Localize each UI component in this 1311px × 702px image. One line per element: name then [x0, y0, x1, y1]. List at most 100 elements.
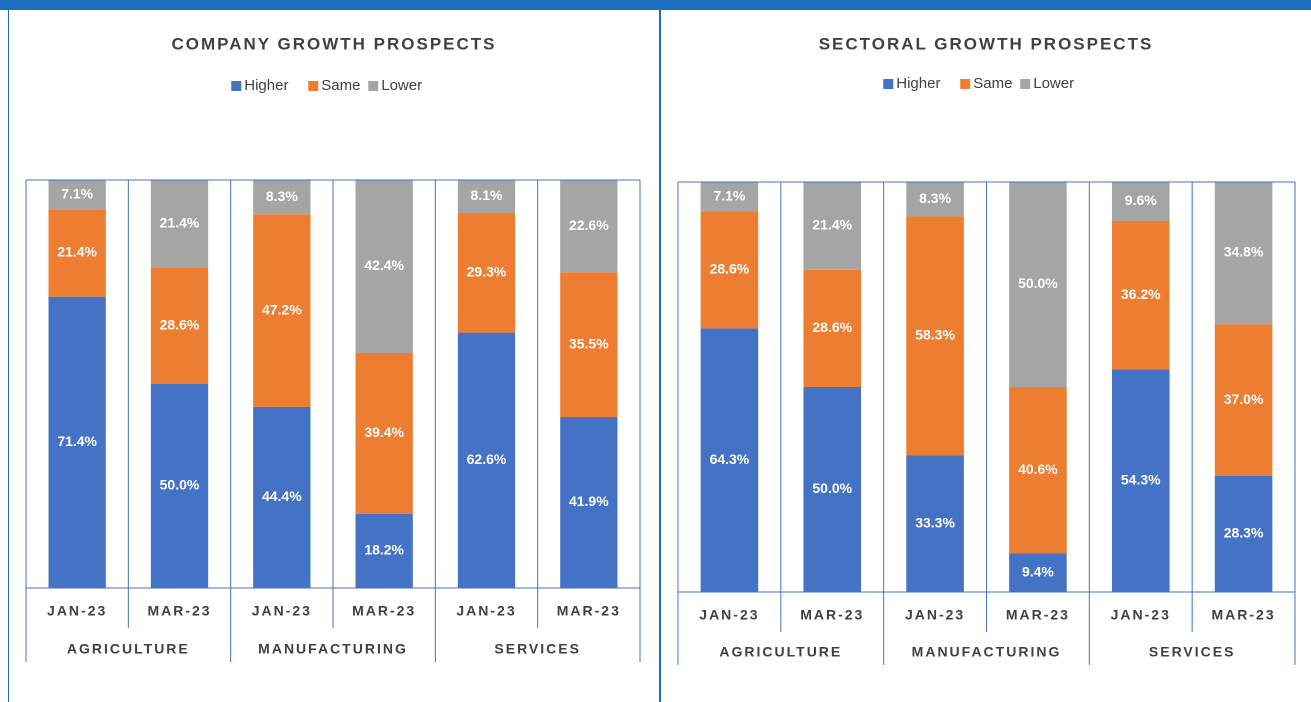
legend-label: Lower	[381, 77, 422, 94]
legend-swatch	[883, 79, 894, 89]
x-tick-label: JAN-23	[1111, 607, 1171, 623]
bar-segment	[457, 332, 516, 588]
x-tick-label: MAR-23	[1006, 607, 1070, 623]
legend-label: Higher	[244, 77, 288, 94]
value-label: 7.1%	[61, 186, 93, 202]
bar-segment	[1214, 475, 1273, 592]
value-label: 21.4%	[812, 217, 852, 233]
x-tick-label: MAR-23	[1212, 607, 1276, 623]
value-label: 28.6%	[710, 260, 750, 276]
value-label: 7.1%	[713, 187, 745, 203]
x-tick-label: MAR-23	[557, 603, 621, 619]
bar-segment	[253, 406, 311, 588]
value-label: 37.0%	[1224, 391, 1264, 407]
bar-segment	[48, 180, 106, 210]
x-tick-label: MAR-23	[352, 603, 416, 619]
value-label: 62.6%	[467, 451, 507, 467]
bar-segment	[700, 182, 759, 212]
value-label: 44.4%	[262, 488, 302, 504]
bar-segment	[1111, 181, 1170, 221]
value-label: 39.4%	[364, 424, 404, 440]
bar-segment	[1009, 182, 1067, 387]
bar-segment	[560, 180, 618, 273]
chart-title: COMPANY GROWTH PROSPECTS	[171, 34, 496, 53]
value-label: 36.2%	[1121, 286, 1161, 302]
value-label: 71.4%	[57, 433, 97, 449]
value-label: 33.3%	[915, 514, 955, 530]
group-label: SERVICES	[494, 641, 581, 657]
value-label: 21.4%	[57, 244, 97, 260]
bar-segment	[253, 214, 311, 407]
bar-segment	[150, 180, 209, 268]
legend-label: Lower	[1033, 75, 1074, 92]
value-label: 35.5%	[569, 335, 609, 351]
value-label: 8.3%	[266, 188, 298, 204]
legend-swatch	[368, 81, 379, 91]
bar-segment	[1009, 553, 1067, 592]
bar-segment	[803, 387, 862, 592]
value-label: 50.0%	[160, 477, 200, 493]
bar-segment	[150, 384, 209, 588]
legend-swatch	[1020, 79, 1031, 89]
value-label: 28.6%	[160, 316, 200, 332]
bar-segment	[355, 513, 413, 588]
bar-segment	[1111, 220, 1170, 370]
bar-segment	[48, 296, 106, 588]
group-label: AGRICULTURE	[719, 644, 842, 660]
bar-segment	[700, 211, 759, 329]
x-tick-label: MAR-23	[147, 603, 211, 619]
bar-segment	[355, 352, 413, 514]
value-label: 64.3%	[710, 451, 750, 467]
value-label: 50.0%	[812, 480, 852, 496]
x-tick-label: JAN-23	[47, 603, 107, 619]
bar-segment	[906, 455, 964, 592]
bar-segment	[700, 328, 759, 592]
x-tick-label: JAN-23	[699, 607, 759, 623]
value-label: 22.6%	[569, 217, 609, 233]
bar-segment	[560, 417, 618, 588]
bar-segment	[253, 180, 311, 215]
x-tick-label: JAN-23	[905, 607, 965, 623]
bar-segment	[906, 216, 964, 456]
group-label: SERVICES	[1149, 644, 1236, 660]
bar-segment	[150, 267, 209, 384]
legend-swatch	[231, 81, 242, 91]
value-label: 9.6%	[1125, 192, 1157, 208]
value-label: 18.2%	[364, 542, 404, 558]
value-label: 58.3%	[915, 327, 955, 343]
bar-segment	[48, 209, 106, 297]
group-label: MANUFACTURING	[258, 641, 408, 657]
x-tick-label: JAN-23	[456, 603, 516, 619]
bar-segment	[457, 213, 516, 333]
value-label: 8.3%	[919, 190, 951, 206]
group-label: AGRICULTURE	[67, 641, 190, 657]
x-tick-label: MAR-23	[800, 607, 864, 623]
legend-swatch	[308, 81, 319, 91]
legend-label: Same	[321, 77, 360, 94]
x-tick-label: JAN-23	[252, 603, 312, 619]
legend-swatch	[960, 79, 971, 89]
value-label: 54.3%	[1121, 471, 1161, 487]
bar-segment	[457, 180, 516, 214]
bar-segment	[355, 180, 413, 353]
top-bar	[0, 0, 1311, 10]
value-label: 29.3%	[467, 264, 507, 280]
value-label: 41.9%	[569, 493, 609, 509]
legend-label: Higher	[896, 75, 940, 92]
bar-segment	[1214, 181, 1273, 325]
bar-segment	[906, 182, 964, 217]
bar-segment	[803, 182, 862, 270]
bar-segment	[560, 272, 618, 418]
value-label: 34.8%	[1224, 244, 1264, 260]
value-label: 40.6%	[1018, 461, 1058, 477]
value-label: 9.4%	[1022, 563, 1054, 579]
legend-label: Same	[973, 75, 1012, 92]
value-label: 28.6%	[812, 319, 852, 335]
value-label: 8.1%	[471, 187, 503, 203]
bar-segment	[1214, 324, 1273, 476]
value-label: 42.4%	[364, 257, 404, 273]
bar-segment	[1111, 369, 1170, 592]
group-label: MANUFACTURING	[912, 644, 1062, 660]
value-label: 28.3%	[1224, 525, 1264, 541]
